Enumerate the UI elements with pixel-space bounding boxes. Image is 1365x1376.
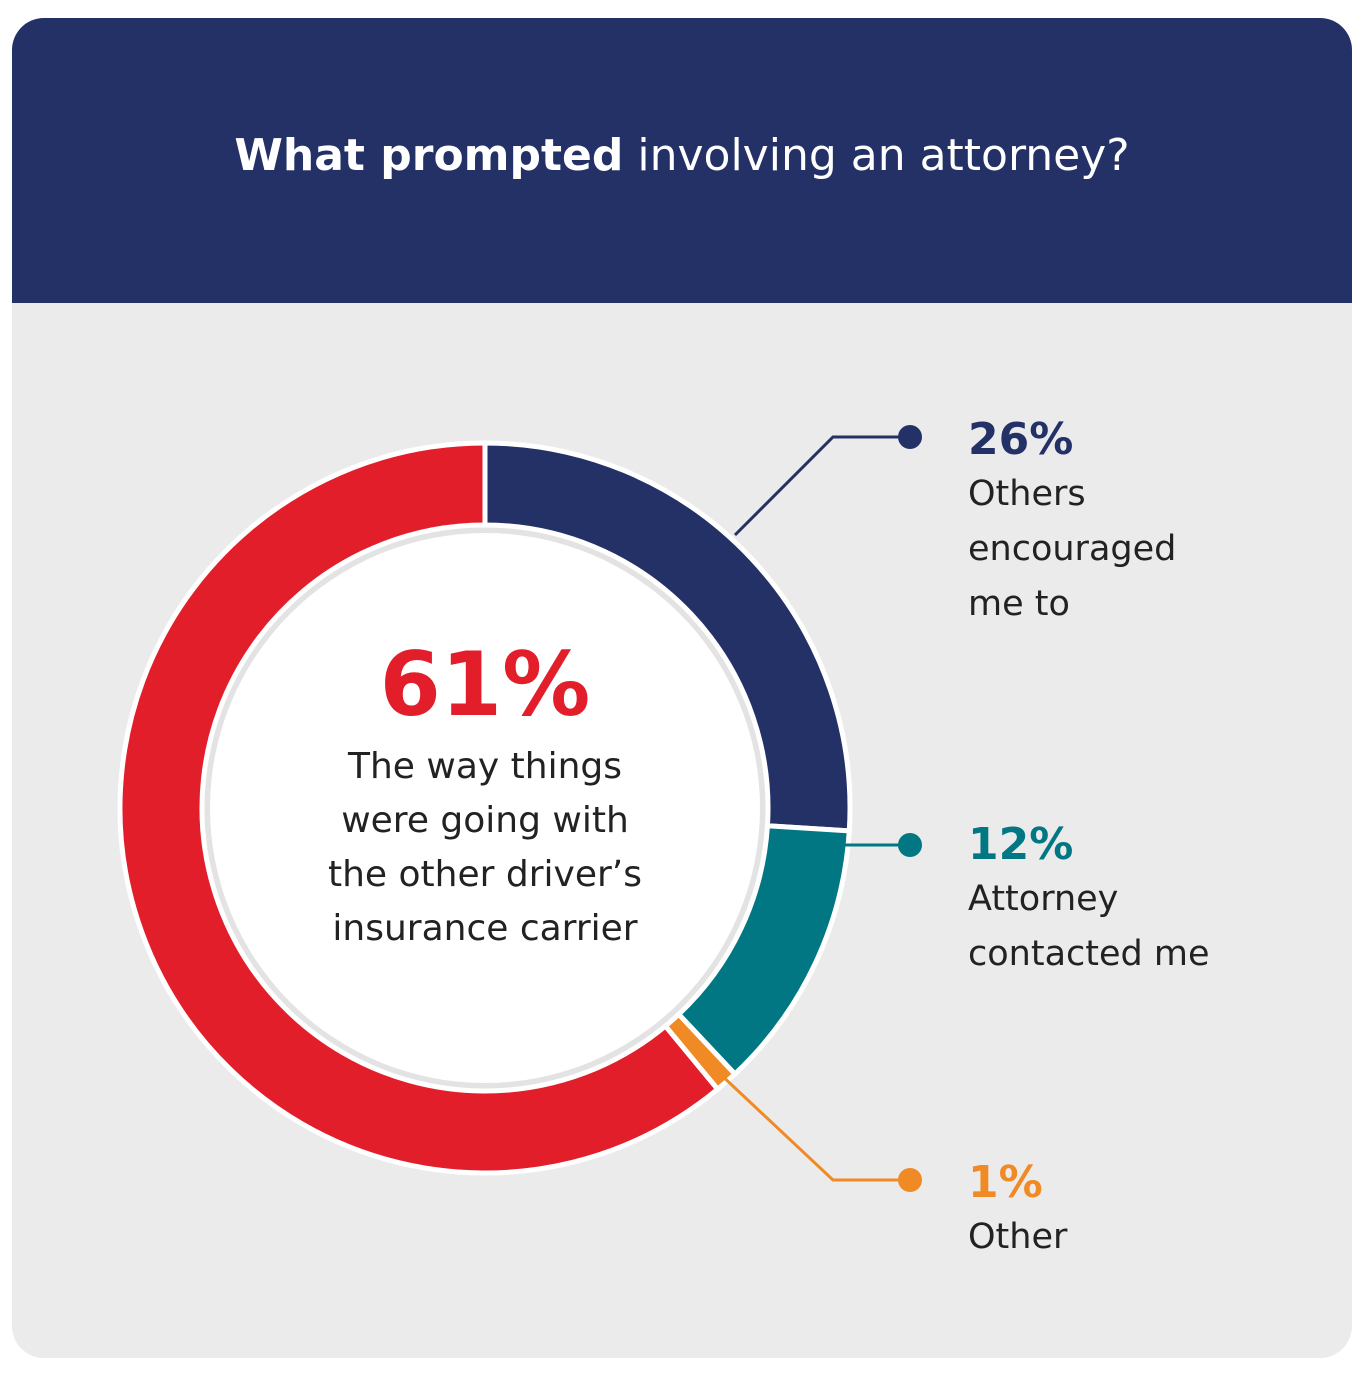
title-regular: involving an attorney? xyxy=(637,130,1130,181)
value-label: 1% xyxy=(968,1157,1043,1208)
callout-label: 1% Other xyxy=(968,1155,1238,1265)
callout-label: 12% Attorney contacted me xyxy=(968,817,1238,982)
callout-label: 26% Others encouraged me to xyxy=(968,412,1238,632)
leader-dot xyxy=(898,1168,922,1192)
donut-segment xyxy=(482,440,853,834)
title-bold: What prompted xyxy=(234,130,624,181)
value-label: 61% xyxy=(379,633,591,736)
header xyxy=(12,18,1352,303)
category-label: The way things were going with the other… xyxy=(328,746,642,949)
category-label: Other xyxy=(968,1217,1068,1257)
category-label: Attorney contacted me xyxy=(968,879,1210,974)
leader-line xyxy=(733,435,910,537)
leader-dot xyxy=(898,833,922,857)
value-label: 12% xyxy=(968,819,1074,870)
chart-title: What prompted involving an attorney? xyxy=(12,130,1352,181)
value-label: 26% xyxy=(968,414,1074,465)
leader-line xyxy=(716,1070,910,1182)
donut-segment xyxy=(117,440,722,1176)
leader-dot xyxy=(898,425,922,449)
inner-circle xyxy=(210,533,760,1083)
center-label: 61% The way things were going with the ot… xyxy=(300,630,670,956)
category-label: Others encouraged me to xyxy=(968,474,1177,624)
